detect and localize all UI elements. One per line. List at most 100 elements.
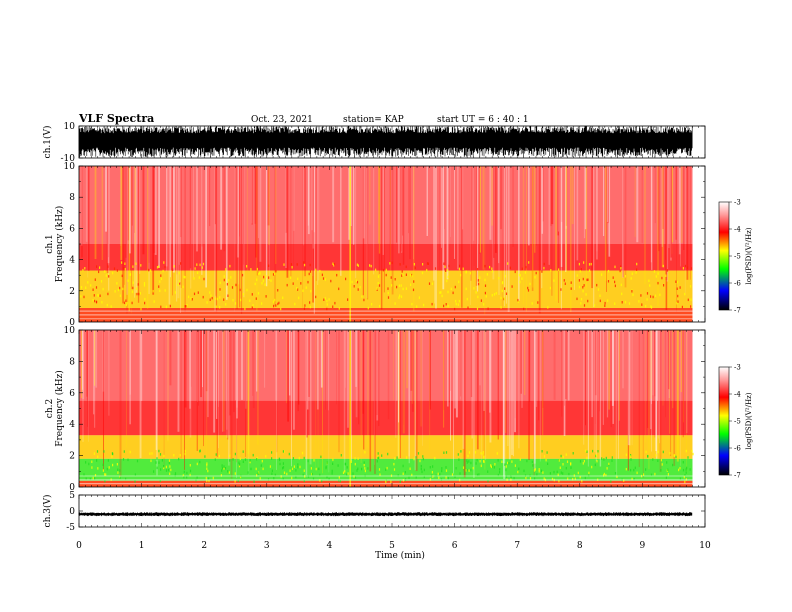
spectrogram-speckle — [273, 304, 275, 308]
spectrogram-speckle — [462, 466, 465, 469]
spectrogram-band — [79, 330, 693, 401]
spectrogram-speckle — [482, 451, 484, 454]
spectrogram-speckle — [275, 304, 277, 307]
y-tick-label: 8 — [69, 357, 75, 367]
spectrogram-speckle — [385, 468, 387, 471]
spectrogram-streak — [505, 166, 507, 304]
spectrogram-speckle — [302, 473, 304, 477]
spectrogram-streak — [484, 166, 486, 315]
spectrogram-streak — [518, 166, 520, 301]
spectrogram-speckle — [665, 476, 667, 479]
y-axis-label: ch.3(V) — [42, 495, 53, 528]
spectrogram-streak — [680, 166, 681, 267]
spectrogram-speckle — [489, 265, 491, 269]
spectrogram-streak — [668, 166, 670, 249]
spectrogram-speckle — [235, 283, 237, 287]
spectrogram-speckle — [85, 286, 87, 289]
spectrogram-speckle — [677, 294, 679, 298]
spectrogram-streak — [94, 330, 96, 428]
spectrogram-speckle — [278, 301, 280, 305]
spectrogram-speckle — [381, 454, 383, 457]
spectrogram-streak — [129, 330, 131, 425]
spectrogram-speckle — [282, 466, 284, 470]
spectrogram-speckle — [458, 267, 460, 271]
spectrogram-speckle — [215, 305, 217, 308]
spectrogram-speckle — [648, 279, 650, 282]
spectrogram-speckle — [595, 454, 597, 458]
spectrogram-streak — [497, 330, 499, 440]
spectrogram-speckle — [231, 286, 234, 289]
spectrogram-speckle — [262, 467, 264, 471]
spectrogram-speckle — [280, 307, 282, 311]
spectrogram-speckle — [402, 273, 404, 277]
spectrogram-streak — [398, 166, 400, 254]
spectrogram-speckle — [473, 287, 475, 290]
spectrogram-speckle — [445, 469, 448, 472]
y-axis-label: Frequency (kHz) — [54, 370, 65, 447]
spectrogram-streak — [503, 330, 506, 480]
spectrogram-streak — [622, 166, 624, 278]
y-axis-label: Frequency (kHz) — [54, 206, 65, 283]
spectrogram-streak — [678, 166, 681, 255]
spectrogram-streak — [684, 166, 686, 295]
spectrogram-speckle — [299, 465, 301, 469]
spectrogram-streak — [507, 330, 509, 447]
spectrogram-streak — [241, 330, 243, 400]
spectrogram-speckle — [107, 459, 109, 462]
spectrogram-streak — [313, 166, 315, 314]
spectrogram-streak — [313, 166, 315, 233]
spectrogram-speckle — [297, 288, 299, 291]
spectrogram-speckle — [196, 462, 198, 466]
spectrogram-streak — [402, 166, 405, 265]
spectrogram-speckle — [459, 264, 461, 268]
spectrogram-speckle — [132, 286, 134, 290]
spectrogram-speckle — [385, 480, 387, 484]
spectrogram-streak — [267, 166, 270, 226]
spectrogram-streak — [534, 330, 536, 470]
spectrogram-speckle — [679, 477, 681, 480]
spectrogram-streak — [328, 330, 329, 411]
spectrogram-speckle — [577, 471, 579, 475]
spectrogram-speckle — [336, 273, 338, 277]
spectrogram-speckle — [140, 307, 142, 311]
spectrogram-speckle — [529, 282, 531, 286]
spectrogram-speckle — [665, 274, 667, 277]
spectrogram-speckle — [621, 301, 623, 304]
spectrogram-speckle — [107, 265, 109, 268]
spectrogram-streak — [163, 330, 165, 471]
spectrogram-speckle — [186, 304, 188, 307]
spectrogram-streak — [607, 166, 609, 224]
spectrogram-speckle — [547, 306, 549, 309]
spectrogram-streak — [243, 166, 245, 298]
spectrogram-streak — [218, 330, 219, 407]
spectrogram-streak — [398, 330, 400, 423]
spectrogram-speckle — [156, 266, 159, 269]
spectrogram-speckle — [654, 294, 657, 297]
spectrogram-streak — [236, 330, 237, 479]
spectrogram-streak — [176, 166, 178, 302]
spectrogram-speckle — [174, 291, 176, 294]
spectrogram-speckle — [311, 472, 313, 476]
spectrogram-speckle — [662, 450, 664, 454]
spectrogram-streak — [209, 166, 211, 227]
spectrogram-speckle — [443, 304, 445, 308]
spectrogram-speckle — [538, 468, 540, 471]
spectrogram-speckle — [135, 287, 137, 290]
spectrogram-speckle — [500, 306, 502, 309]
spectrogram-speckle — [104, 270, 106, 273]
spectrogram-speckle — [275, 270, 277, 273]
spectrogram-speckle — [252, 453, 254, 457]
spectrogram-speckle — [119, 469, 121, 472]
y-tick-label: 10 — [64, 122, 76, 132]
spectrogram-streak — [661, 166, 664, 268]
spectrogram-streak — [387, 330, 390, 420]
spectrogram-speckle — [525, 265, 527, 269]
spectrogram-speckle — [125, 477, 127, 481]
spectrogram-streak — [241, 166, 243, 314]
spectrogram-speckle — [101, 301, 103, 304]
spectrogram-speckle — [364, 451, 366, 454]
spectrogram-speckle — [85, 461, 87, 464]
spectrogram-streak — [247, 330, 249, 455]
spectrogram-speckle — [126, 302, 128, 305]
